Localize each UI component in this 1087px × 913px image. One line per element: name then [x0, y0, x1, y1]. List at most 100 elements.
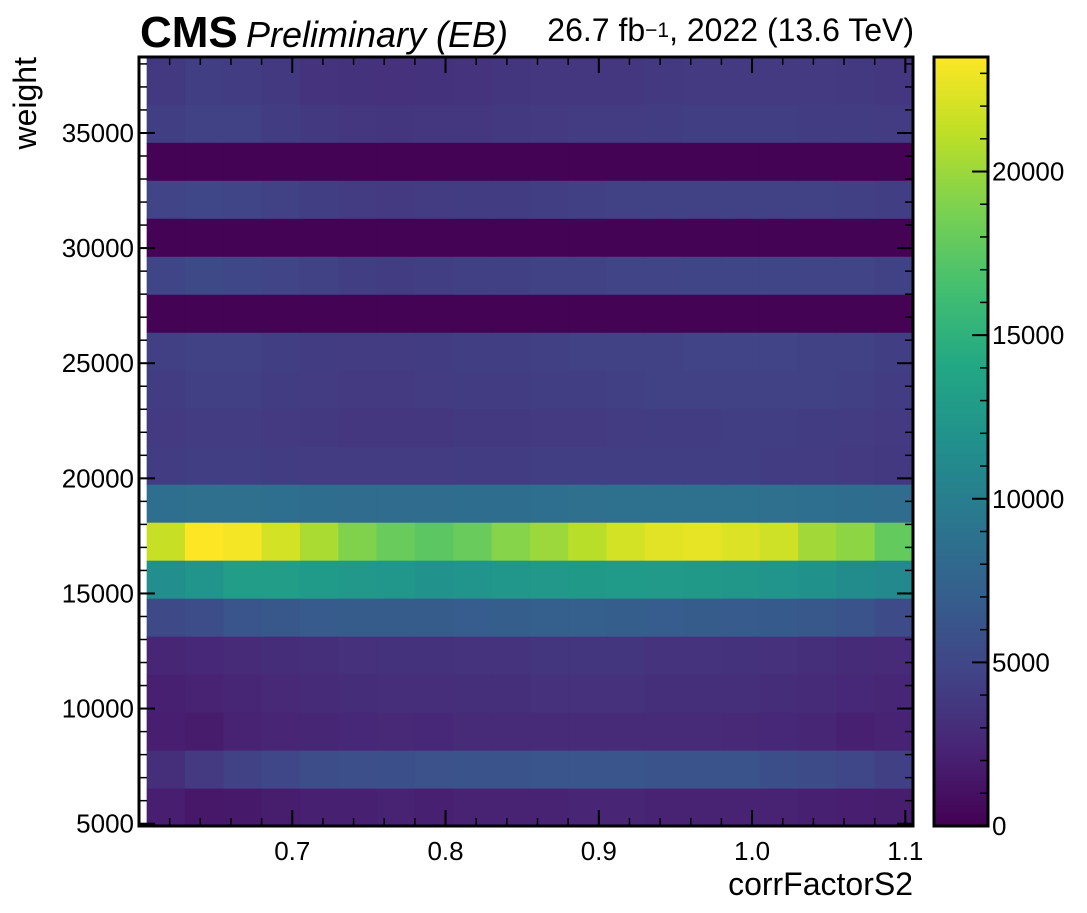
heatmap-cell — [759, 332, 799, 371]
heatmap-cell — [721, 598, 761, 637]
heatmap-cell — [874, 636, 914, 675]
heatmap-cell — [223, 484, 263, 523]
heatmap-cell — [146, 712, 186, 751]
heatmap-cell — [683, 598, 723, 637]
heatmap-cell — [606, 370, 646, 409]
heatmap-cell — [683, 560, 723, 599]
heatmap-cell — [338, 560, 378, 599]
heatmap-cell — [606, 408, 646, 447]
colorbar-tick-label: 10000 — [992, 484, 1064, 514]
heatmap-cell — [644, 674, 684, 713]
heatmap-cell — [683, 142, 723, 181]
heatmap-cell — [414, 294, 454, 333]
heatmap-cell — [798, 446, 837, 485]
heatmap-cell — [414, 522, 454, 561]
heatmap-cell — [338, 332, 378, 371]
heatmap-cell — [453, 750, 493, 789]
heatmap-cell — [568, 674, 608, 713]
heatmap-cell — [759, 294, 799, 333]
heatmap-cell — [568, 104, 608, 143]
heatmap-cell — [414, 180, 454, 219]
heatmap-cell — [146, 256, 186, 295]
heatmap-cell — [836, 57, 876, 105]
heatmap-cell — [606, 598, 646, 637]
status-label: Preliminary (EB) — [246, 14, 509, 55]
heatmap-cell — [721, 256, 761, 295]
heatmap-cell — [376, 142, 416, 181]
heatmap-cell — [874, 408, 914, 447]
heatmap-cell — [338, 294, 378, 333]
heatmap-cell — [874, 256, 914, 295]
heatmap-cell — [798, 142, 837, 181]
heatmap-cell — [568, 180, 608, 219]
heatmap-cell — [223, 104, 263, 143]
heatmap-cell — [453, 522, 493, 561]
heatmap-cell — [683, 636, 723, 675]
heatmap-cell — [338, 104, 378, 143]
heatmap-cell — [874, 294, 914, 333]
heatmap-cell — [568, 712, 608, 751]
heatmap-cell — [376, 294, 416, 333]
heatmap-cell — [721, 674, 761, 713]
heatmap-cell — [759, 712, 799, 751]
heatmap-cell — [644, 598, 684, 637]
heatmap-cell — [759, 57, 799, 105]
heatmap-cell — [606, 636, 646, 675]
heatmap-cell — [184, 57, 224, 105]
heatmap-cell — [759, 104, 799, 143]
heatmap-cell — [338, 636, 378, 675]
heatmap-cell — [644, 256, 684, 295]
heatmap-cell — [529, 57, 569, 105]
heatmap-cell — [798, 57, 837, 105]
heatmap-cell — [836, 788, 876, 827]
heatmap-cell — [299, 256, 339, 295]
heatmap-cell — [338, 142, 378, 181]
heatmap-cell — [491, 522, 531, 561]
heatmap-cell — [299, 294, 339, 333]
heatmap-cell — [376, 370, 416, 409]
heatmap-cell — [606, 218, 646, 257]
heatmap-cell — [338, 484, 378, 523]
heatmap-cell — [759, 446, 799, 485]
heatmap-cell — [874, 218, 914, 257]
heatmap-cell — [299, 57, 339, 105]
heatmap-cell — [223, 674, 263, 713]
heatmap-cell — [376, 218, 416, 257]
heatmap-cell — [184, 408, 224, 447]
heatmap-cell — [798, 332, 837, 371]
heatmap-cell — [453, 674, 493, 713]
heatmap-cell — [453, 408, 493, 447]
heatmap-cell — [491, 180, 531, 219]
heatmap-cell — [453, 712, 493, 751]
heatmap-cell — [414, 674, 454, 713]
heatmap-cell — [376, 180, 416, 219]
heatmap-cell — [414, 332, 454, 371]
heatmap-cell — [376, 598, 416, 637]
heatmap-cell — [644, 788, 684, 827]
heatmap-cell — [683, 57, 723, 105]
heatmap-cell — [453, 636, 493, 675]
heatmap-cell — [453, 788, 493, 827]
heatmap-cell — [644, 104, 684, 143]
heatmap-cell — [261, 712, 301, 751]
y-tick-label: 15000 — [62, 578, 134, 608]
heatmap-cell — [376, 446, 416, 485]
heatmap-cell — [414, 750, 454, 789]
heatmap-cell — [683, 674, 723, 713]
heatmap-cell — [414, 712, 454, 751]
y-tick-label: 10000 — [62, 694, 134, 724]
heatmap-cell — [836, 256, 876, 295]
heatmap-cell — [798, 598, 837, 637]
heatmap-cell — [836, 522, 876, 561]
x-tick-label: 1.0 — [734, 836, 770, 866]
heatmap-cell — [644, 522, 684, 561]
heatmap-cell — [529, 484, 569, 523]
heatmap-cell — [338, 674, 378, 713]
heatmap-cell — [223, 788, 263, 827]
y-tick-label: 5000 — [76, 809, 134, 839]
heatmap-cell — [721, 370, 761, 409]
heatmap-cell — [299, 142, 339, 181]
heatmap-cell — [798, 256, 837, 295]
heatmap-cell — [184, 142, 224, 181]
heatmap-cell — [798, 294, 837, 333]
